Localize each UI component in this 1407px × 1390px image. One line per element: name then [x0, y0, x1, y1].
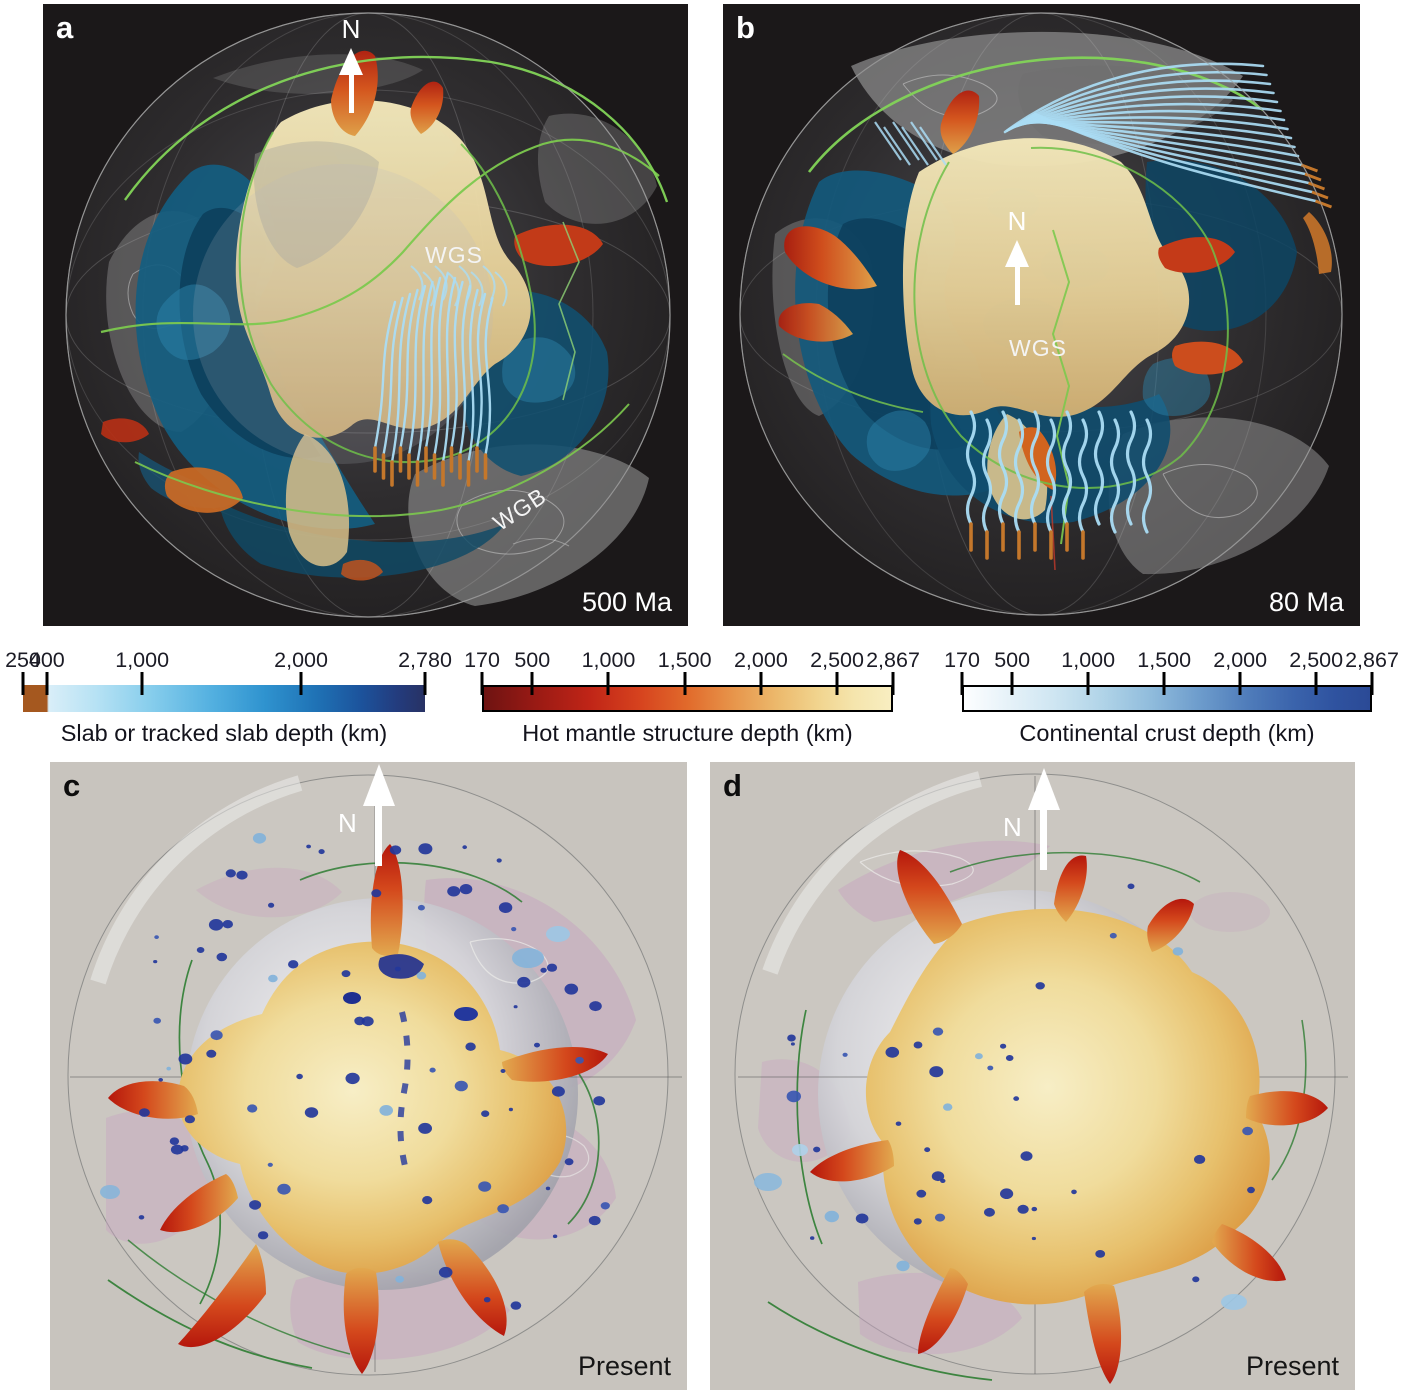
north-arrow: N: [339, 16, 363, 113]
colorbar-tick: [1314, 672, 1318, 695]
colorbar-tick: [21, 672, 25, 695]
north-label: N: [341, 14, 361, 44]
colorbar-tick: [45, 672, 49, 695]
up-arrow-icon: [339, 48, 363, 113]
colorbar-tick-label: 400: [28, 648, 65, 672]
colorbar-tick-label: 2,500: [1289, 648, 1344, 672]
colorbar-tick: [891, 672, 895, 695]
panel-letter-b: b: [736, 10, 755, 45]
colorbar-tick: [835, 672, 839, 695]
colorbar-tick-label: 2,867: [866, 648, 920, 672]
colorbar-caption: Continental crust depth (km): [1019, 720, 1315, 746]
north-arrow: N: [1003, 768, 1060, 870]
panel-letter-d: d: [723, 768, 742, 803]
colorbar-tick: [960, 672, 964, 695]
colorbar-tick: [1238, 672, 1242, 695]
colorbar-tick-label: 500: [994, 648, 1031, 672]
colorbar-tick: [530, 672, 534, 695]
colorbar-caption: Slab or tracked slab depth (km): [60, 720, 388, 746]
colorbar-tick-label: 2,780: [398, 648, 452, 672]
annotation-wgs: WGS: [1009, 335, 1067, 361]
figure-panel-d: d N Present: [710, 762, 1355, 1390]
colorbar-tick: [606, 672, 610, 695]
colorbar-tick: [683, 672, 687, 695]
colorbar-gradient-bar: [482, 685, 893, 712]
colorbar-hot-mantle-depth: 170 500 1,000 1,500 2,000 2,500 2,867 Hot mant…: [464, 646, 920, 747]
colorbar-tick-labels: 170 500 1,000 1,500 2,000 2,500 2,867: [944, 646, 1399, 673]
colorbar-tick-label: 170: [464, 648, 500, 672]
tracked-slab-streamlines-a: [373, 265, 508, 487]
colorbar-tick: [480, 672, 484, 695]
figure-panel-a: a N WGS WGB 500 Ma: [43, 4, 688, 626]
up-arrow-icon: [362, 764, 395, 866]
deep-slab-remnant-dots-d: [786, 883, 1255, 1283]
globe-render-500ma: [65, 12, 671, 618]
colorbar-tick-label: 500: [514, 648, 551, 672]
north-arrow: N: [1005, 208, 1029, 305]
panel-letter-a: a: [56, 10, 74, 45]
north-label: N: [1003, 812, 1022, 842]
annotation-wgs: WGS: [425, 242, 483, 268]
time-label: 80 Ma: [1268, 587, 1344, 617]
figure-panel-c: c N Present: [50, 762, 687, 1390]
colorbar-tick: [299, 672, 303, 695]
colorbar-tick-label: 170: [944, 648, 980, 672]
globe-render-present-d: [734, 771, 1348, 1384]
colorbar-gradient-bar: [23, 685, 425, 712]
colorbar-tick: [1086, 672, 1090, 695]
north-label: N: [338, 808, 357, 838]
tracked-slab-streamlines-b-bottom: [965, 410, 1153, 560]
colorbar-tick-label: 2,000: [1213, 648, 1268, 672]
deep-slab-remnant-dots-c: [138, 833, 610, 1310]
time-label: Present: [1245, 1351, 1339, 1381]
north-arrow: N: [338, 764, 395, 866]
north-label: N: [1007, 206, 1027, 236]
colorbar-tick-label: 2,000: [274, 648, 328, 672]
colorbar-continental-crust-depth: 170 500 1,000 1,500 2,000 2,500 2,867 Continen…: [944, 646, 1399, 747]
colorbar-bar-wrap: [960, 672, 1374, 712]
colorbar-caption: Hot mantle structure depth (km): [522, 720, 853, 746]
colorbar-tick-label: 1,000: [1061, 648, 1116, 672]
colorbar-bar-wrap: [21, 672, 427, 712]
colorbar-bar-wrap: [480, 672, 895, 712]
time-label: 500 Ma: [581, 587, 672, 617]
tracked-slab-streamlines-b-top: [874, 62, 1333, 209]
figure-panel-b: b N WGS 80 Ma: [723, 4, 1360, 626]
colorbar-tick: [140, 672, 144, 695]
colorbar-tick-label: 1,500: [657, 648, 712, 672]
colorbar-tick-labels: 170 500 1,000 1,500 2,000 2,500 2,867: [464, 646, 920, 673]
colorbar-tick: [1010, 672, 1014, 695]
up-arrow-icon: [1005, 240, 1029, 305]
colorbar-slab-depth: 250 400 1,000 2,000 2,780 Slab or tracked sl…: [5, 646, 452, 747]
colorbar-tick-labels: 250 400 1,000 2,000 2,780: [5, 646, 452, 673]
colorbar-tick-label: 1,000: [115, 648, 170, 672]
colorbar-tick-label: 250: [5, 648, 41, 672]
colorbar-tick-label: 2,000: [733, 648, 788, 672]
globe-render-present-c: [67, 774, 682, 1376]
colorbar-tick: [1370, 672, 1374, 695]
colorbar-tick-label: 2,500: [810, 648, 864, 672]
colorbar-tick-label: 1,000: [581, 648, 636, 672]
colorbar-gradient-bar: [962, 685, 1372, 712]
panel-letter-c: c: [63, 768, 81, 803]
colorbar-tick-label: 1,500: [1137, 648, 1192, 672]
globe-render-80ma: [739, 12, 1343, 616]
colorbar-tick: [759, 672, 763, 695]
colorbar-tick: [423, 672, 427, 695]
up-arrow-icon: [1027, 768, 1060, 870]
colorbar-tick: [1162, 672, 1166, 695]
time-label: Present: [577, 1351, 671, 1381]
colorbar-tick-label: 2,867: [1345, 648, 1399, 672]
